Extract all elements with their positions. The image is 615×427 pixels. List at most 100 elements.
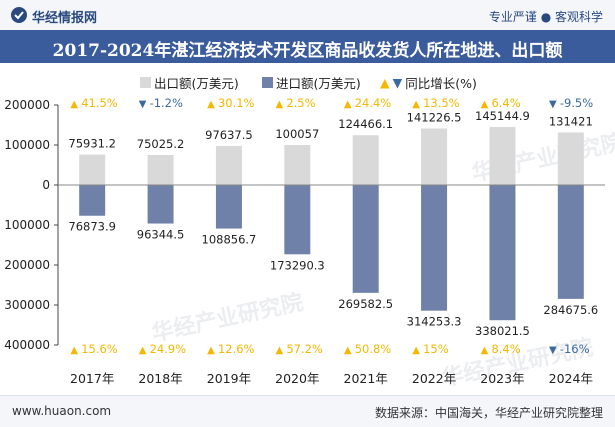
x-category-label: 2021年 <box>344 371 388 386</box>
legend-export: 出口额(万美元) <box>140 73 239 92</box>
growth-up-icon: ▲ <box>481 99 489 110</box>
import-value-label: 96344.5 <box>137 228 185 242</box>
import-growth-label: -16% <box>560 342 590 356</box>
y-tick-label: 300000 <box>4 298 50 312</box>
x-category-label: 2019年 <box>207 371 251 386</box>
brand-tagline: 专业严谨 ● 客观科学 <box>488 10 603 24</box>
chart-legend: 出口额(万美元) 进口额(万美元) ▲ ▼ 同比增长(%) <box>0 73 615 91</box>
import-growth-label: 57.2% <box>286 342 323 356</box>
export-value-label: 124466.1 <box>338 117 393 131</box>
growth-up-icon: ▲ <box>70 345 78 356</box>
x-category-label: 2018年 <box>138 371 182 386</box>
legend-import: 进口额(万美元) <box>262 73 361 92</box>
export-growth-label: 13.5% <box>423 96 460 110</box>
brand-name: 华经情报网 <box>32 11 98 26</box>
top-bar: 华经情报网 专业严谨 ● 客观科学 <box>0 0 615 30</box>
legend-import-label: 进口额(万美元) <box>276 76 361 91</box>
growth-up-icon: ▲ <box>412 345 420 356</box>
export-bar <box>489 126 516 185</box>
export-bar <box>215 145 242 185</box>
y-tick-label: 200000 <box>4 258 50 272</box>
export-growth-label: -1.2% <box>150 96 183 110</box>
legend-export-swatch <box>140 77 151 88</box>
x-category-label: 2020年 <box>275 371 319 386</box>
import-value-label: 338021.5 <box>475 324 530 338</box>
export-bar <box>557 132 584 185</box>
growth-up-icon: ▲ <box>70 99 78 110</box>
growth-up-icon: ▲ <box>275 99 283 110</box>
export-growth-label: 6.4% <box>491 96 520 110</box>
import-value-label: 76873.9 <box>68 220 116 234</box>
export-value-label: 145144.9 <box>475 109 530 123</box>
growth-up-icon: ▲ <box>412 99 420 110</box>
import-value-label: 284675.6 <box>543 303 598 317</box>
import-growth-label: 50.8% <box>355 342 392 356</box>
export-bar <box>79 154 106 185</box>
import-bar <box>284 185 311 255</box>
import-bar <box>557 185 584 299</box>
export-bar <box>421 128 448 185</box>
export-growth-label: 41.5% <box>81 96 118 110</box>
growth-up-icon: ▲ <box>275 345 283 356</box>
growth-up-icon: ▲ <box>344 345 352 356</box>
legend-up-triangle-icon: ▲ <box>380 75 390 90</box>
growth-up-icon: ▲ <box>207 345 215 356</box>
import-growth-label: 24.9% <box>150 342 187 356</box>
growth-down-icon: ▼ <box>549 99 557 110</box>
export-growth-label: 24.4% <box>355 96 392 110</box>
y-tick-label: 200000 <box>4 98 50 112</box>
import-value-label: 269582.5 <box>338 297 393 311</box>
import-growth-label: 15% <box>423 342 449 356</box>
export-value-label: 97637.5 <box>205 128 253 142</box>
export-bar <box>284 144 311 185</box>
import-growth-label: 12.6% <box>218 342 255 356</box>
export-bar <box>147 154 174 185</box>
import-value-label: 108856.7 <box>202 233 257 247</box>
growth-down-icon: ▼ <box>549 345 557 356</box>
import-bar <box>147 185 174 224</box>
footer: www.huaon.com 数据来源：中国海关，华经产业研究院整理 <box>0 395 615 427</box>
import-bar <box>489 185 516 321</box>
export-growth-label: 30.1% <box>218 96 255 110</box>
growth-up-icon: ▲ <box>344 99 352 110</box>
y-tick-label: 100000 <box>4 218 50 232</box>
footer-source: 数据来源：中国海关，华经产业研究院整理 <box>374 406 603 420</box>
x-category-label: 2017年 <box>70 371 114 386</box>
legend-growth: ▲ ▼ 同比增长(%) <box>380 73 477 92</box>
chart-title: 2017-2024年湛江经济技术开发区商品收发货人所在地进、出口额 <box>52 41 563 61</box>
x-category-label: 2022年 <box>412 371 456 386</box>
growth-up-icon: ▲ <box>139 345 147 356</box>
growth-up-icon: ▲ <box>481 345 489 356</box>
legend-import-swatch <box>262 77 273 88</box>
y-tick-label: 0 <box>42 178 50 192</box>
footer-url[interactable]: www.huaon.com <box>12 404 112 418</box>
import-bar <box>421 185 448 311</box>
title-bar <box>0 30 615 63</box>
export-value-label: 75931.2 <box>68 137 116 151</box>
legend-down-triangle-icon: ▼ <box>392 75 403 90</box>
y-tick-label: 400000 <box>4 338 50 352</box>
import-growth-label: 15.6% <box>81 342 118 356</box>
legend-growth-label: 同比增长(%) <box>405 76 477 91</box>
import-bar <box>79 185 106 216</box>
export-value-label: 75025.2 <box>137 137 185 151</box>
export-growth-label: 2.5% <box>286 96 315 110</box>
export-growth-label: -9.5% <box>560 96 593 110</box>
export-value-label: 100057 <box>275 127 319 141</box>
y-tick-label: 100000 <box>4 138 50 152</box>
import-bar <box>352 185 379 293</box>
import-bar <box>215 185 242 229</box>
x-category-label: 2023年 <box>480 371 524 386</box>
import-value-label: 314253.3 <box>407 315 462 329</box>
export-value-label: 141226.5 <box>407 111 462 125</box>
growth-down-icon: ▼ <box>139 99 147 110</box>
import-value-label: 173290.3 <box>270 258 325 272</box>
export-value-label: 131421 <box>549 114 593 128</box>
import-growth-label: 8.4% <box>491 342 520 356</box>
growth-up-icon: ▲ <box>207 99 215 110</box>
brand-logo-icon <box>11 7 27 23</box>
legend-export-label: 出口额(万美元) <box>154 76 239 91</box>
export-bar <box>352 135 379 185</box>
x-category-label: 2024年 <box>549 371 593 386</box>
